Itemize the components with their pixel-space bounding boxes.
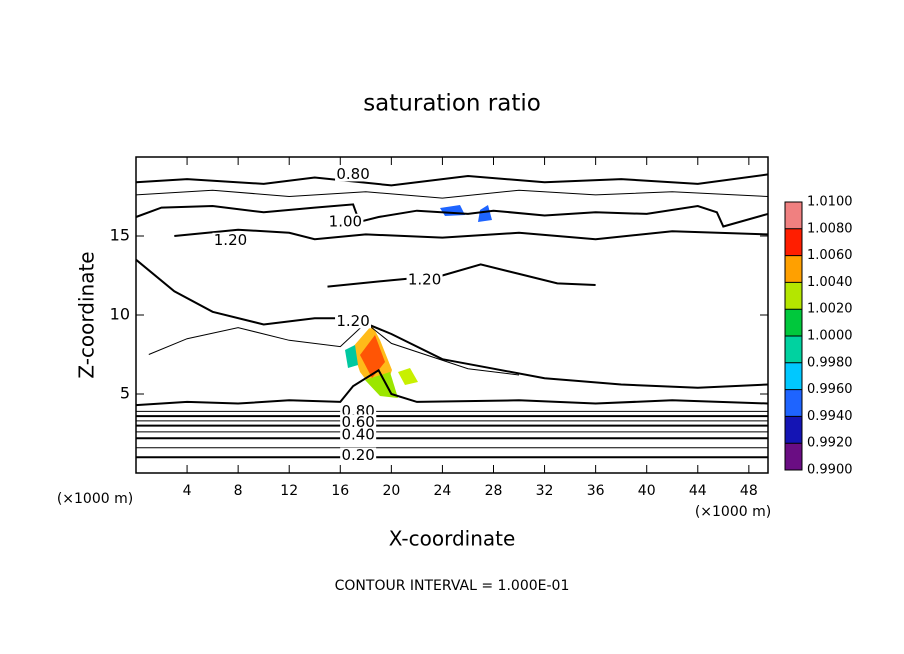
x-tick-label: 8 [234, 483, 243, 499]
x-tick-label: 36 [587, 483, 605, 499]
x-tick-label: 28 [485, 483, 503, 499]
chart-title: saturation ratio [363, 91, 541, 117]
shade-patch [345, 345, 358, 368]
contour-label-bg [340, 447, 377, 463]
contour-label-bg [340, 427, 377, 443]
contour-label: 0.60 [341, 413, 374, 431]
contour-line [148, 322, 520, 376]
contour-label: 0.80 [336, 165, 369, 183]
colorbar-label: 1.0000 [807, 329, 853, 344]
colorbar-label: 0.9900 [807, 463, 853, 478]
x-tick-label: 24 [434, 483, 452, 499]
colorbar-swatch [785, 362, 802, 390]
x-unit: (×1000 m) [695, 504, 771, 520]
colorbar-label: 1.0060 [807, 248, 853, 263]
colorbar-swatch [785, 336, 802, 363]
colorbar-label: 0.9920 [807, 436, 853, 451]
shade-patch [360, 335, 385, 378]
contour-label: 0.40 [341, 426, 374, 444]
x-tick-label: 44 [689, 483, 707, 499]
colorbar-label: 0.9960 [807, 382, 853, 397]
contour-label-bg [335, 166, 372, 182]
contour-label-bg [335, 313, 372, 329]
contour-label: 1.00 [329, 212, 362, 230]
contour-line [135, 258, 769, 389]
x-tick-label: 16 [331, 483, 349, 499]
colorbar-label: 1.0040 [807, 275, 853, 290]
contour-label-bg [327, 213, 364, 229]
y-tick-label: 5 [120, 384, 130, 403]
colorbar-swatch [785, 255, 802, 283]
colorbar-swatch [785, 228, 802, 256]
contour-label: 1.20 [408, 271, 441, 289]
x-tick-label: 48 [740, 483, 758, 499]
x-axis-label: X-coordinate [389, 527, 516, 551]
contour-line [135, 189, 769, 199]
shade-patch [398, 368, 418, 385]
y-tick-label: 15 [110, 226, 130, 245]
x-tick-label: 12 [280, 483, 298, 499]
contour-label: 1.20 [214, 231, 247, 249]
colorbar-swatch [785, 282, 802, 310]
contour-line [135, 173, 769, 187]
colorbar-swatch [785, 389, 802, 417]
colorbar-swatch [785, 202, 802, 229]
x-tick-label: 20 [382, 483, 400, 499]
footer: CONTOUR INTERVAL = 1.000E-01 [335, 578, 570, 594]
colorbar-label: 1.0100 [807, 195, 853, 210]
contour-line [135, 203, 769, 228]
contour-line [135, 368, 769, 407]
contour-label-bg [340, 414, 377, 430]
colorbar-swatch [785, 416, 802, 444]
contour-label: 0.20 [341, 446, 374, 464]
contour-label: 1.20 [336, 312, 369, 330]
contour-label-bg [406, 272, 443, 288]
contour-line [327, 263, 596, 288]
contour-label-bg [212, 232, 249, 248]
colorbar-swatch [785, 309, 802, 336]
x-tick-label: 4 [183, 483, 192, 499]
x-tick-label: 40 [638, 483, 656, 499]
colorbar-label: 0.9940 [807, 409, 853, 424]
x-tick-label: 32 [536, 483, 554, 499]
colorbar-label: 0.9980 [807, 355, 853, 370]
x-unit: (×1000 m) [57, 491, 133, 507]
colorbar-swatch [785, 443, 802, 470]
y-tick-label: 10 [110, 305, 130, 324]
colorbar-label: 1.0080 [807, 221, 853, 236]
contour-line [174, 228, 769, 241]
y-axis-label: Z-coordinate [75, 251, 99, 378]
colorbar-label: 1.0020 [807, 302, 853, 317]
shade-patch [478, 205, 492, 222]
